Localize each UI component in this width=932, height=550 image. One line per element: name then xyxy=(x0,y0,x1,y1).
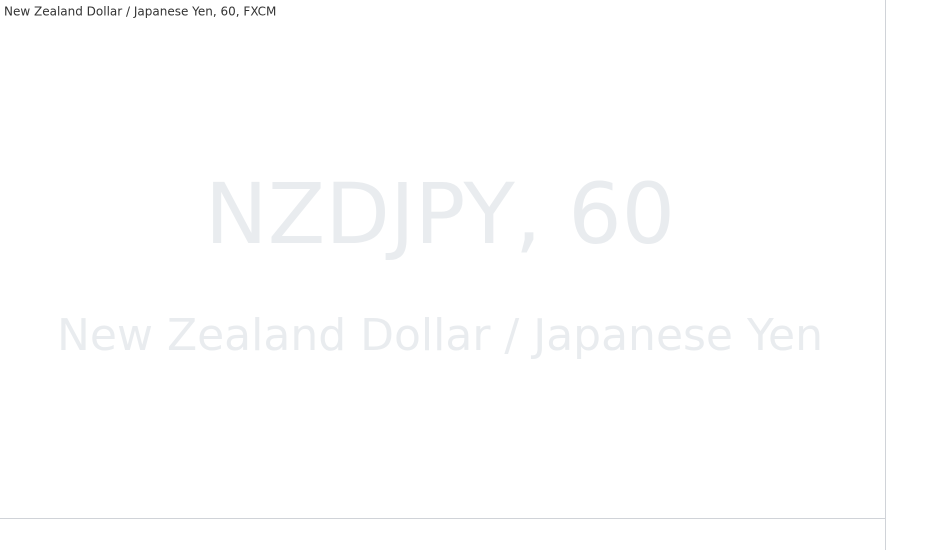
watermark-group: NZDJPY, 60 New Zealand Dollar / Japanese… xyxy=(57,165,823,361)
chart-title: New Zealand Dollar / Japanese Yen, 60, F… xyxy=(4,5,276,19)
watermark-subtitle: New Zealand Dollar / Japanese Yen xyxy=(57,310,823,361)
watermark: NZDJPY, 60 xyxy=(205,165,675,263)
